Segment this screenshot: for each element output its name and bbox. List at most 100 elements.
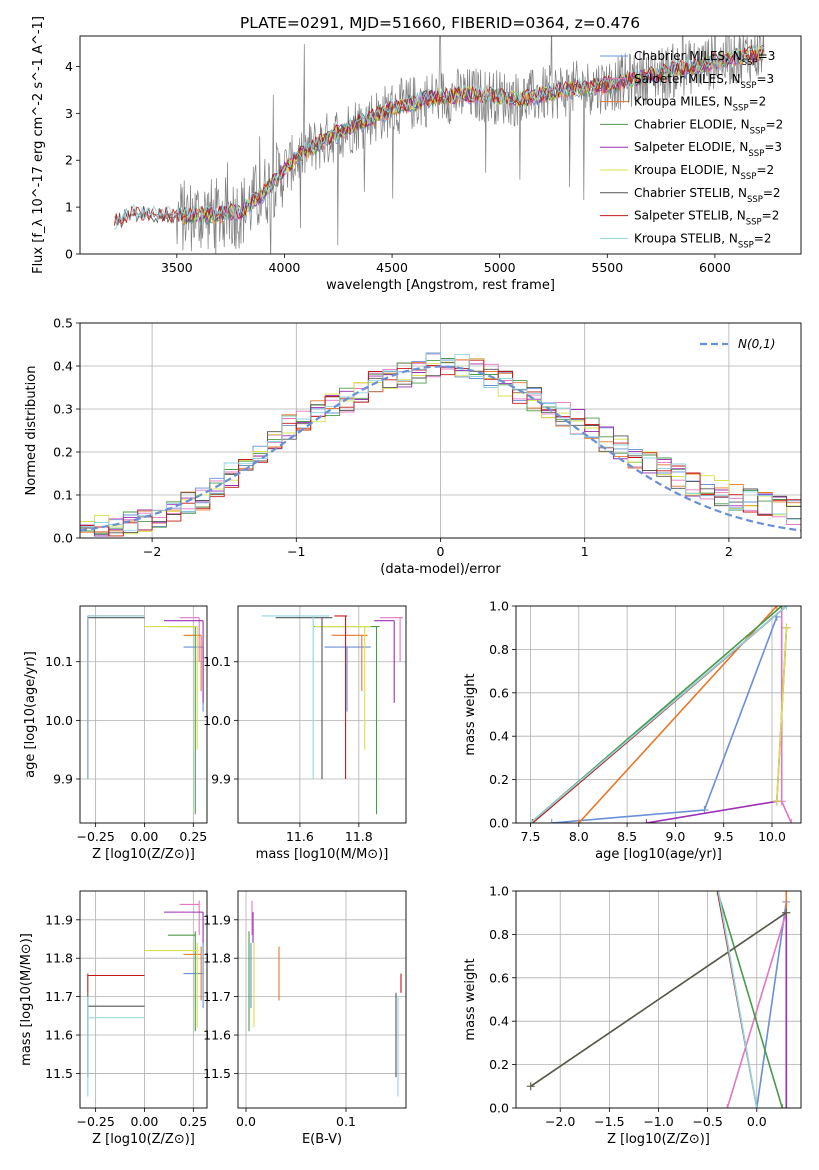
y-axis-label: mass [log10(M/M⊙)] [19, 933, 34, 1066]
y-tick-label: 4 [65, 59, 73, 74]
y-axis-label: Flux [f_λ 10^-17 erg cm^-2 s^-1 A^-1] [31, 16, 46, 274]
y-tick-label: 0.2 [489, 1057, 509, 1072]
mass-weight-line [530, 912, 787, 1087]
y-tick-label: 0.3 [53, 402, 73, 417]
mass-weight-point [547, 819, 556, 823]
x-tick-label: 8.0 [569, 829, 589, 844]
histogram-series [80, 359, 801, 537]
y-tick-label: 0.1 [53, 488, 73, 503]
mass-weight-line [717, 891, 758, 1108]
x-tick-label: −0.5 [692, 1114, 722, 1129]
y-tick-label: 3 [65, 106, 73, 121]
y-tick-label: 0.8 [489, 642, 509, 657]
mass-weight-line [529, 606, 788, 823]
mass-weight-point [778, 1104, 787, 1108]
y-tick-label: 0.4 [489, 729, 509, 744]
x-tick-label: 0.00 [131, 1114, 159, 1129]
y-tick-label: 0.6 [489, 970, 509, 985]
x-tick-label: 9.5 [714, 829, 734, 844]
plot-area [261, 615, 404, 815]
y-tick-label: 0.2 [489, 772, 509, 787]
y-tick-label: 11.9 [45, 912, 73, 927]
figure-title: PLATE=0291, MJD=51660, FIBERID=0364, z=0… [240, 14, 640, 32]
y-tick-label: 1 [65, 200, 73, 215]
chart-mass_weight_vs_age: 7.5 8.0 8.5 9.0 9.5 10.0 0.0 0.2 0.4 0.6 0.8 1.0 age… [463, 599, 802, 862]
x-tick-label: −0.25 [76, 1114, 114, 1129]
axes-frame [237, 605, 407, 824]
normal-curve [80, 365, 801, 532]
x-tick-label: 10.0 [758, 829, 786, 844]
x-tick-label: 0.25 [179, 829, 207, 844]
mass-weight-point [526, 1082, 535, 1091]
y-tick-label: 2 [65, 153, 73, 168]
mass-weight-point [723, 1104, 732, 1108]
y-tick-label: 11.8 [203, 951, 231, 966]
y-tick-label: 0.2 [53, 445, 73, 460]
x-tick-label: 9.0 [665, 829, 685, 844]
spectrum-model-line [114, 43, 764, 230]
mass-weight-point [526, 819, 535, 823]
chart-age_vs_mass: 11.6 11.8 9.9 10.0 10.1 mass [log10(M/M⊙)] [203, 605, 407, 862]
plot-area [87, 900, 204, 1097]
x-axis-label: Z [log10(Z/Z⊙)] [607, 1132, 710, 1147]
y-tick-label: 0.5 [53, 316, 73, 331]
y-tick-label: 0.0 [489, 1101, 509, 1116]
plot-area [526, 606, 796, 823]
mass-weight-point [782, 908, 791, 917]
x-tick-label: −2.0 [545, 1114, 575, 1129]
histogram-series [80, 352, 801, 532]
y-tick-label: 0.8 [489, 927, 509, 942]
x-tick-label: 4000 [269, 260, 301, 275]
mass-weight-line [776, 627, 788, 802]
y-tick-label: 10.0 [45, 713, 73, 728]
mass-weight-point [772, 797, 781, 806]
y-tick-label: 1.0 [489, 884, 509, 899]
x-axis-label: wavelength [Angstrom, rest frame] [326, 278, 555, 293]
mass-weight-point [787, 819, 796, 823]
x-tick-label: 5500 [591, 260, 623, 275]
y-tick-label: 11.6 [203, 1028, 231, 1043]
y-axis-label: Normed distribution [24, 366, 39, 496]
x-tick-label: −1.0 [643, 1114, 673, 1129]
mass-weight-point [782, 891, 791, 895]
mass-weight-point [574, 819, 583, 823]
x-tick-label: 0 [437, 544, 445, 559]
y-tick-label: 11.8 [45, 951, 73, 966]
y-axis-label: age [log10(age/yr)] [23, 651, 38, 778]
mass-weight-line [756, 901, 788, 1108]
y-tick-label: 0.6 [489, 685, 509, 700]
plot-area [80, 352, 801, 537]
x-axis-label: Z [log10(Z/Z⊙)] [92, 847, 195, 862]
x-tick-label: 11.8 [345, 829, 373, 844]
x-tick-label: 4500 [376, 260, 408, 275]
chart-mass_vs_ebv: 0.0 0.1 11.5 11.6 11.7 11.8 11.9 E(B-V) [203, 890, 407, 1147]
mass-weight-point [642, 819, 651, 823]
legend-entry: N(0,1) [738, 337, 775, 351]
x-tick-label: 0.1 [336, 1114, 356, 1129]
y-tick-label: 11.7 [45, 989, 73, 1004]
x-axis-label: Z [log10(Z/Z⊙)] [92, 1132, 195, 1147]
y-tick-label: 11.5 [203, 1066, 231, 1081]
mass-weight-point [777, 606, 786, 610]
y-tick-label: 1.0 [489, 599, 509, 614]
y-tick-label: 0.4 [53, 359, 73, 374]
axes-frame [79, 890, 208, 1109]
axes-frame [79, 35, 802, 255]
mass-weight-point [713, 891, 722, 895]
chart-spectrum: 3500 4000 4500 5000 5500 6000 0 1 2 3 4 wavelength … [31, 16, 802, 293]
chart-residuals: −2 −1 0 1 2 0.0 0.1 0.2 0.3 0.4 0.5 (data-model)/er… [24, 316, 802, 577]
y-axis-label: mass weight [463, 673, 478, 755]
x-tick-label: 5000 [484, 260, 516, 275]
x-axis-label: age [log10(age/yr)] [595, 847, 722, 862]
axes-frame [515, 890, 802, 1109]
y-tick-label: 0.0 [489, 816, 509, 831]
x-tick-label: 3500 [161, 260, 193, 275]
y-tick-label: 10.0 [203, 713, 231, 728]
mass-weight-point [772, 606, 781, 610]
chart-mass_vs_z: −0.25 0.00 0.25 11.5 11.6 11.7 11.8 11.9 Z [log1… [19, 890, 208, 1147]
plot-area [248, 900, 402, 1097]
mass-weight-point [714, 891, 723, 895]
x-tick-label: −0.25 [76, 829, 114, 844]
chart-panels: 3500 4000 4500 5000 5500 6000 0 1 2 3 4 wavelength … [19, 16, 802, 1147]
